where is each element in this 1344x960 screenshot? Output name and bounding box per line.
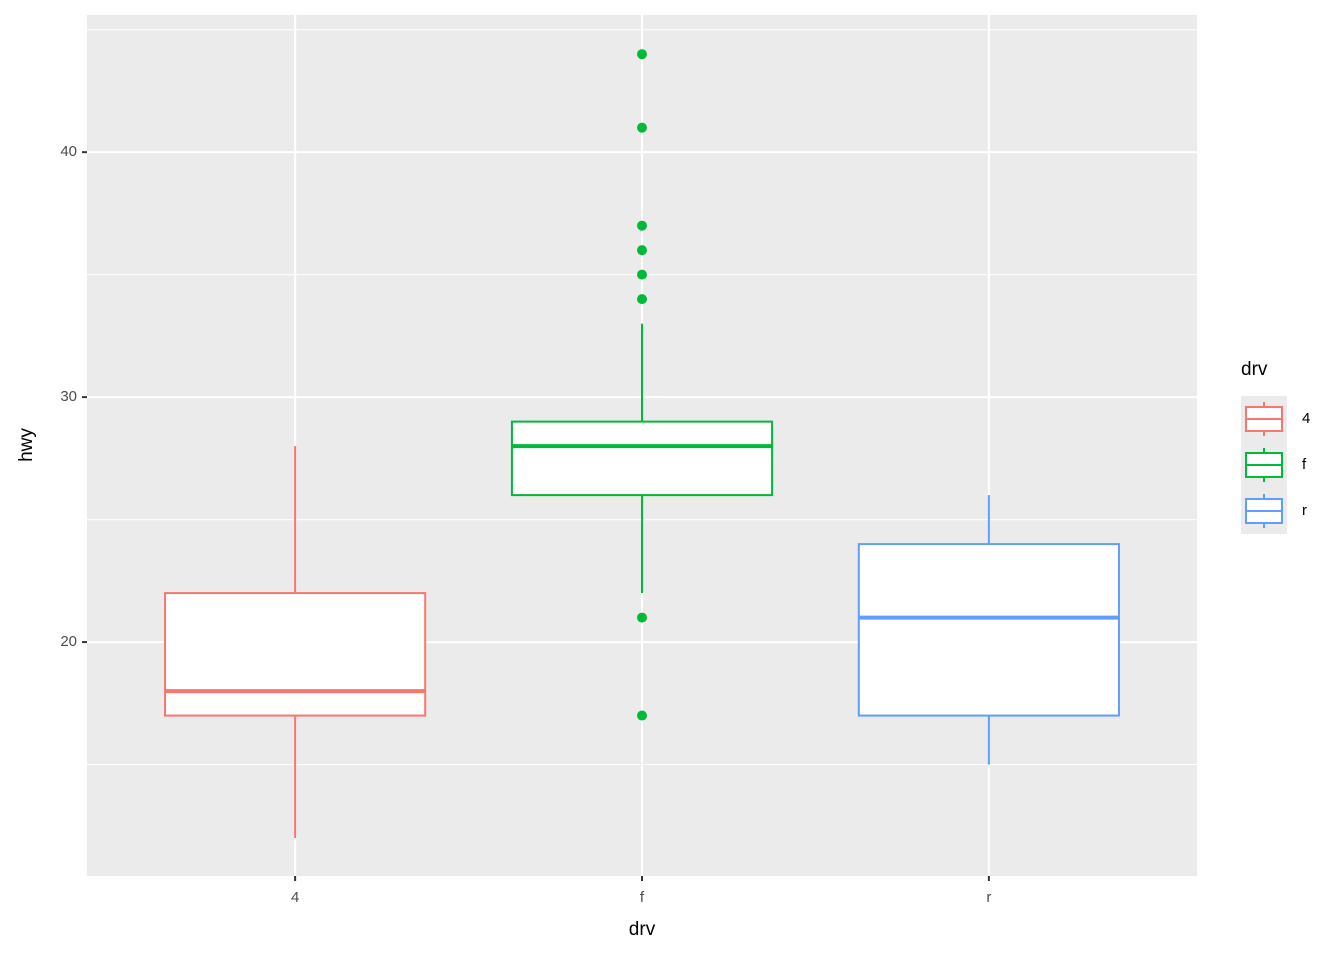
outlier [637, 710, 647, 721]
x-tick-label: 4 [291, 889, 299, 906]
outlier [637, 612, 647, 623]
outlier [637, 49, 647, 60]
y-tick-label: 20 [60, 633, 77, 650]
outlier [637, 294, 647, 305]
outlier [637, 269, 647, 280]
box [164, 592, 427, 717]
y-tick-label: 40 [60, 143, 77, 160]
x-axis-title: drv [629, 919, 656, 940]
outlier [637, 122, 647, 133]
x-tick-label: f [640, 889, 645, 906]
y-axis-title: hwy [16, 428, 37, 462]
box [510, 420, 774, 497]
legend-label: 4 [1302, 410, 1310, 427]
outlier [637, 245, 647, 256]
x-tick-label: r [986, 889, 991, 906]
legend-label: f [1302, 456, 1307, 473]
legend-title: drv [1241, 359, 1268, 380]
legend-label: r [1302, 502, 1307, 519]
outlier [637, 220, 647, 231]
y-tick-label: 30 [60, 388, 77, 405]
box [857, 543, 1120, 717]
